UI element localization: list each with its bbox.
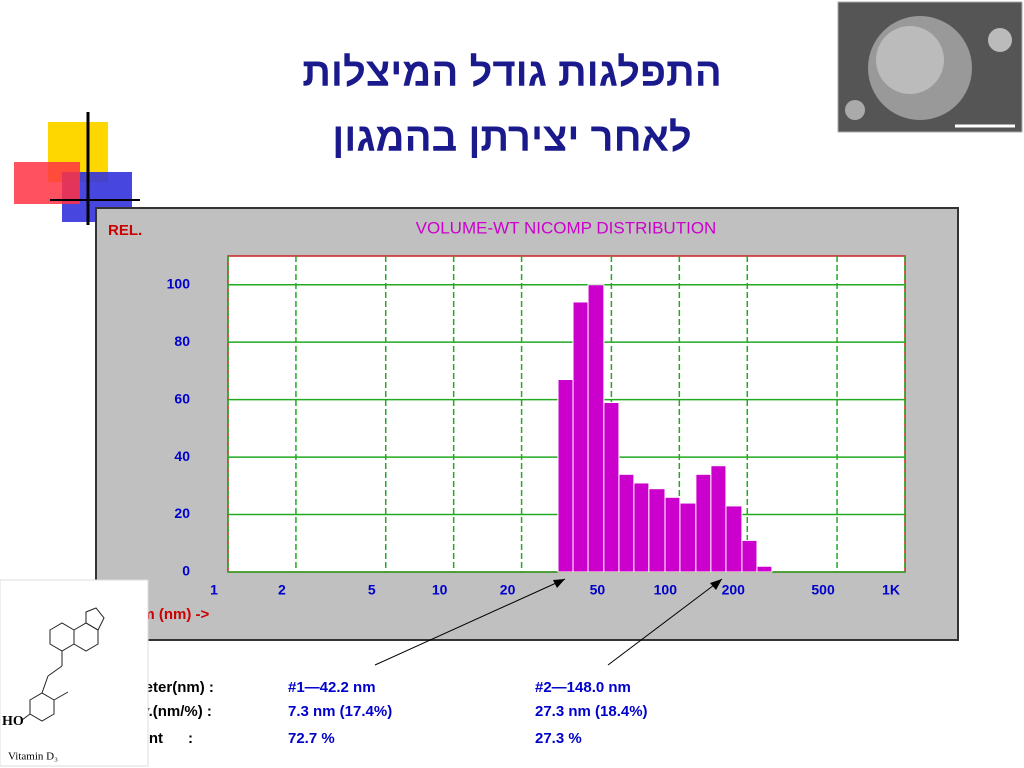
arrow — [607, 578, 723, 666]
micrograph-blob — [876, 26, 944, 94]
y-tick-label: 0 — [182, 563, 190, 579]
bar — [695, 473, 712, 573]
stat-value: 27.3 % — [535, 730, 582, 747]
bar — [587, 284, 605, 573]
x-tick-label: 5 — [368, 582, 376, 598]
molecule-label: HO — [2, 714, 24, 729]
molecule-box — [0, 579, 149, 767]
bar — [557, 379, 574, 573]
x-tick-label: 50 — [590, 582, 606, 598]
bar — [725, 505, 743, 573]
bar — [648, 488, 666, 573]
bar — [664, 496, 681, 573]
molecule-caption: Vitamin D₃ — [8, 751, 58, 763]
bar — [741, 539, 758, 573]
x-tick-label: 2 — [278, 582, 286, 598]
arrow-head — [553, 579, 565, 588]
arrow-head — [710, 579, 722, 590]
y-tick-label: 100 — [167, 275, 191, 291]
bar — [710, 465, 727, 573]
micrograph-blob — [845, 100, 865, 120]
x-tick-label: 200 — [722, 582, 746, 598]
stat-value: 27.3 nm (18.4%) — [535, 703, 648, 720]
y-tick-label: 60 — [174, 390, 190, 406]
x-tick-label: 20 — [500, 582, 516, 598]
slide-title: התפלגות גודל המיצלות — [302, 51, 722, 95]
bar — [756, 565, 773, 573]
chart-title: VOLUME-WT NICOMP DISTRIBUTION — [416, 218, 717, 237]
bar — [633, 482, 650, 573]
bar — [603, 402, 620, 573]
deco-square — [14, 162, 80, 204]
x-tick-label: 500 — [811, 582, 835, 598]
y-tick-label: 20 — [174, 505, 190, 521]
y-tick-label: 40 — [174, 448, 190, 464]
arrow — [374, 578, 566, 666]
bar — [679, 502, 697, 573]
stat-value: 7.3 nm (17.4%) — [288, 703, 392, 720]
y-tick-label: 80 — [174, 333, 190, 349]
stat-value: #2—148.0 nm — [535, 679, 631, 696]
slide-title: לאחר יצירתן בהמגון — [332, 116, 692, 160]
stat-value: #1—42.2 nm — [288, 679, 376, 696]
x-tick-label: 1 — [210, 582, 218, 598]
bar — [618, 473, 635, 573]
stat-value: 72.7 % — [288, 730, 335, 747]
y-axis-label: REL. — [108, 222, 142, 239]
molecule — [21, 607, 105, 722]
x-tick-label: 1K — [882, 582, 900, 598]
bar — [572, 301, 589, 573]
x-tick-label: 10 — [432, 582, 448, 598]
micrograph-blob — [988, 28, 1012, 52]
x-tick-label: 100 — [654, 582, 678, 598]
